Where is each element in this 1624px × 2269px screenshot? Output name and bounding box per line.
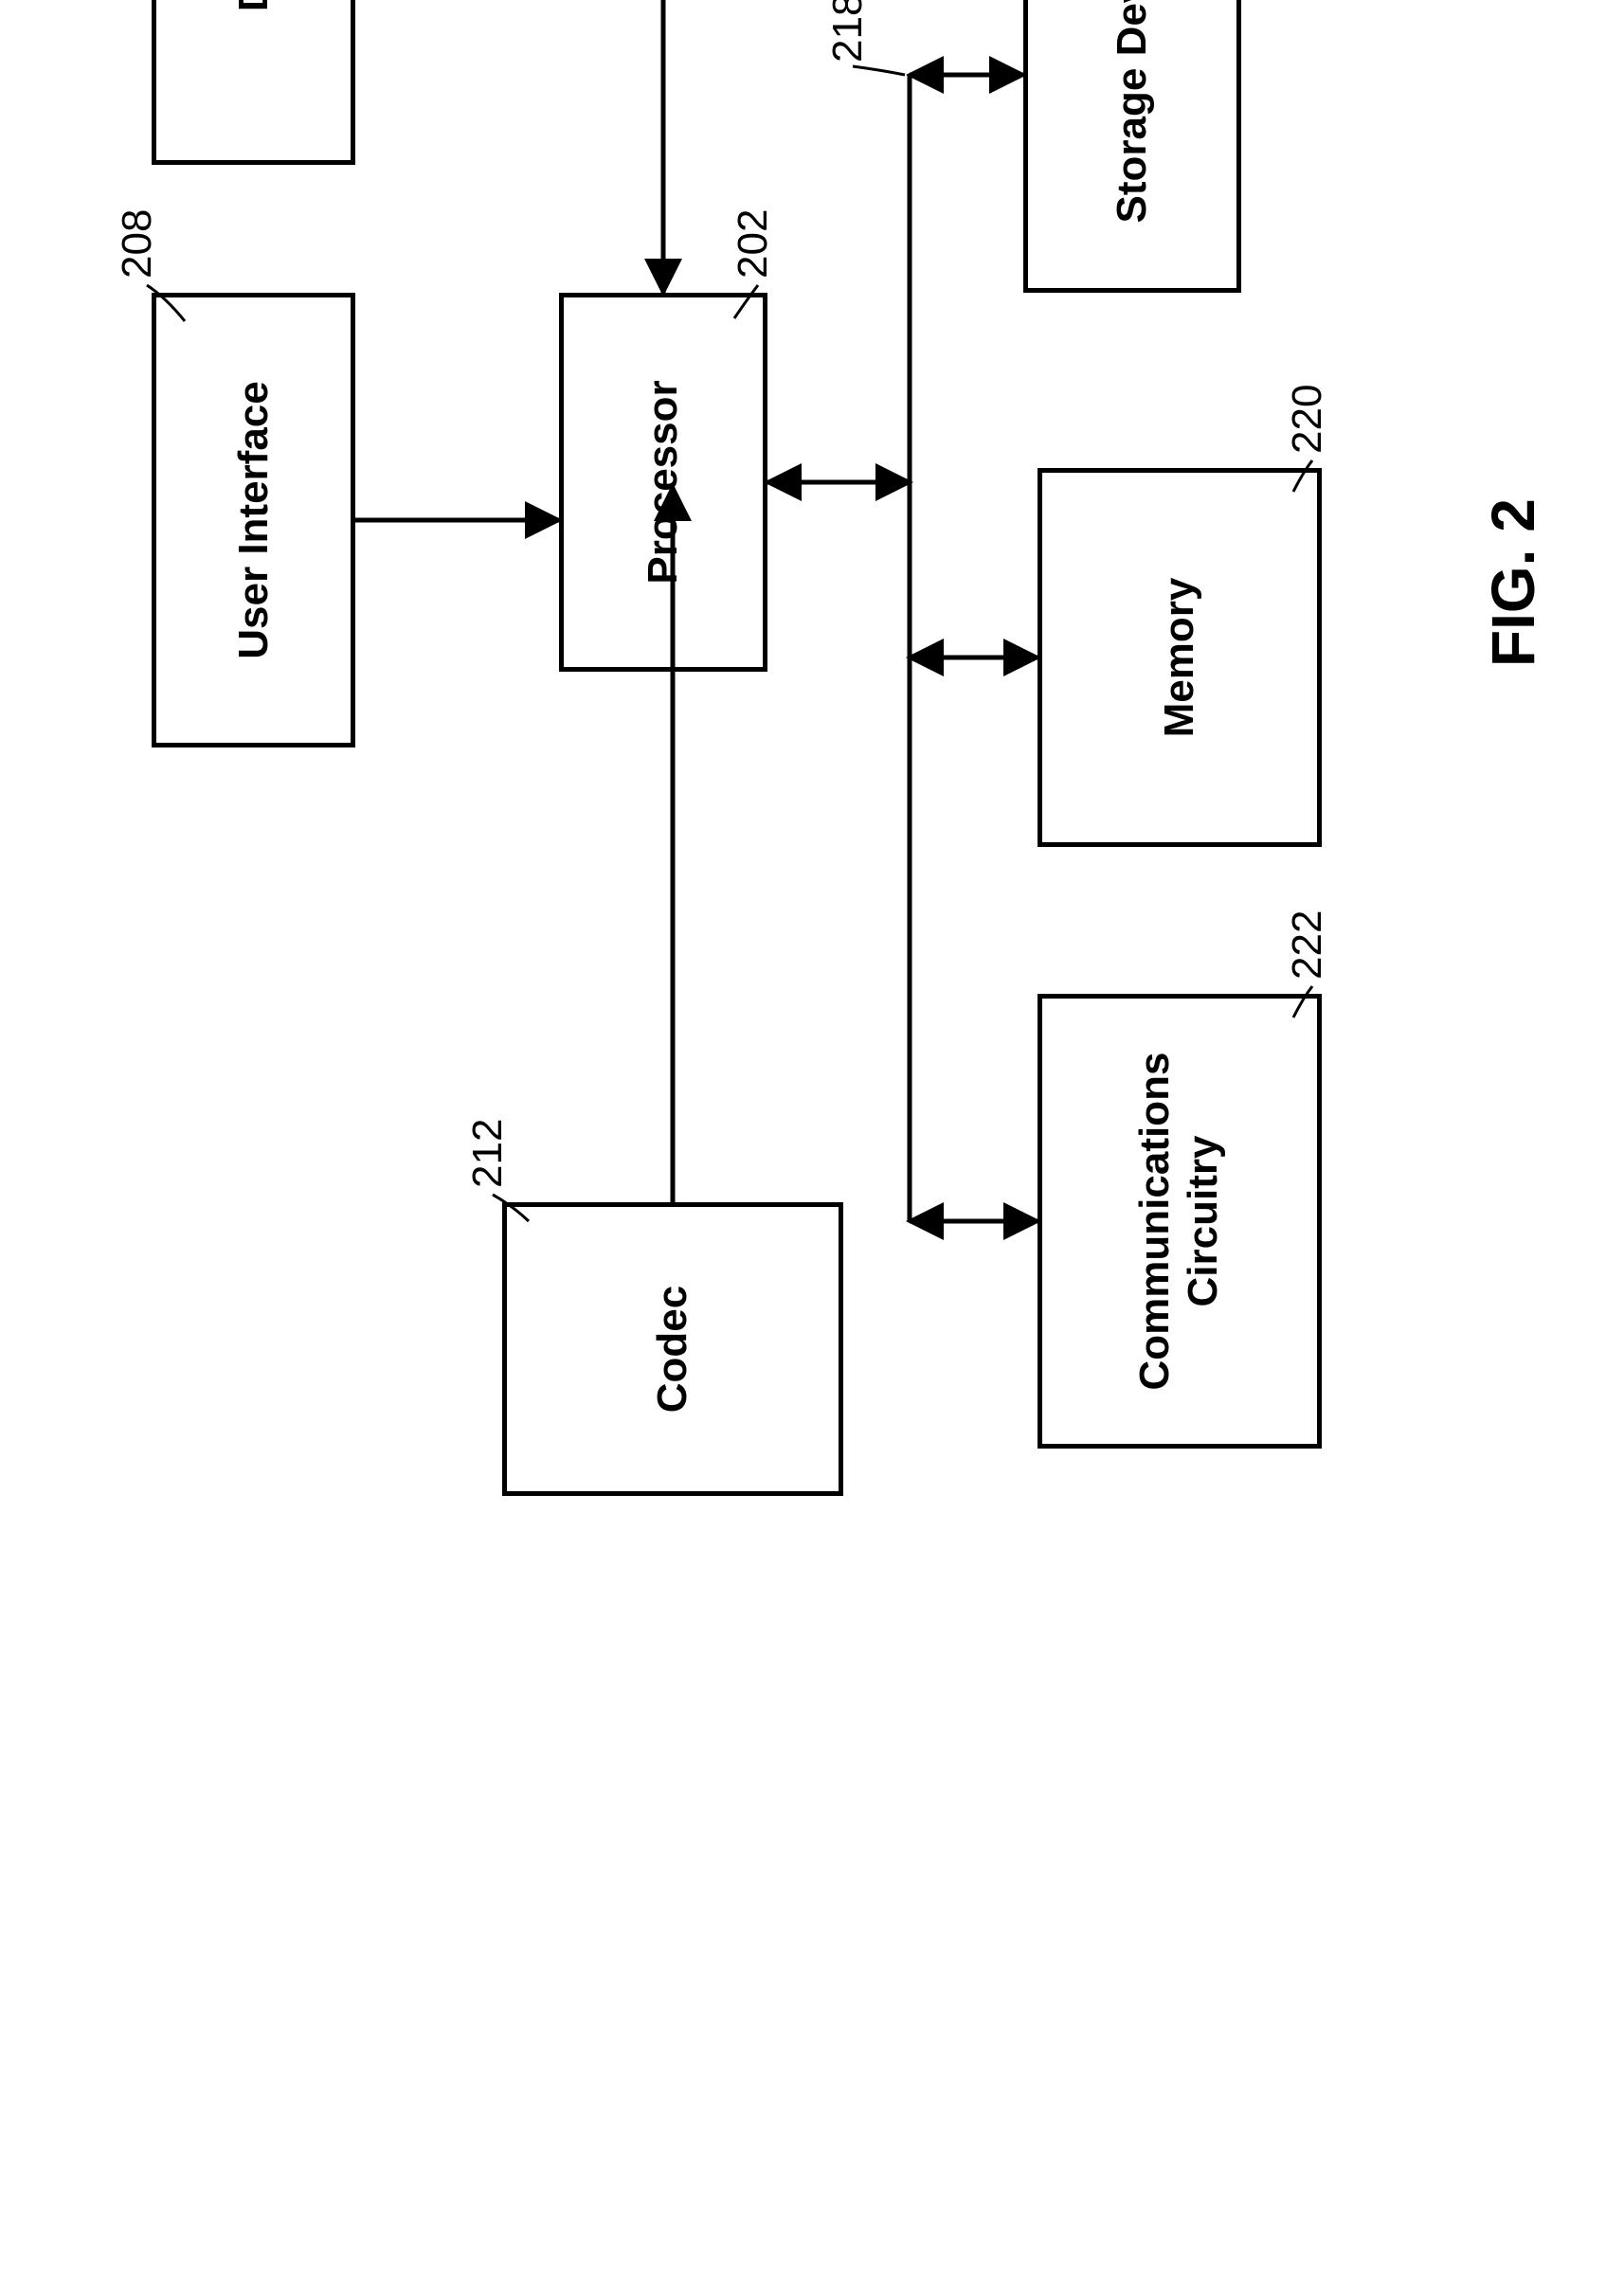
node-processor: Processor — [559, 293, 767, 672]
node-label: Storage Device — [1109, 0, 1156, 223]
ref-220: 220 — [1284, 385, 1331, 454]
node-label: Processor — [640, 380, 687, 584]
node-label: Codec — [649, 1286, 696, 1413]
ref-218: 218 — [824, 0, 872, 63]
diagram-stage: User Interface Display Processor Codec S… — [0, 0, 1624, 1624]
node-user-interface: User Interface — [152, 293, 355, 747]
leader-218 — [853, 66, 905, 75]
ref-212: 212 — [464, 1119, 512, 1188]
node-comms: Communications Circuitry — [1038, 994, 1322, 1449]
node-memory: Memory — [1038, 468, 1322, 847]
ref-202: 202 — [730, 209, 777, 279]
node-storage: Storage Device — [1023, 0, 1241, 293]
node-label: Memory — [1156, 578, 1203, 738]
node-label: Display — [230, 0, 278, 11]
node-label: User Interface — [230, 381, 278, 658]
node-codec: Codec — [502, 1202, 843, 1496]
node-display: Display — [152, 0, 355, 165]
edge-display-processor — [355, 0, 663, 293]
ref-222: 222 — [1284, 910, 1331, 980]
node-label: Communications Circuitry — [1131, 1053, 1227, 1391]
ref-208: 208 — [114, 209, 161, 279]
figure-label: FIG. 2 — [1478, 498, 1548, 667]
